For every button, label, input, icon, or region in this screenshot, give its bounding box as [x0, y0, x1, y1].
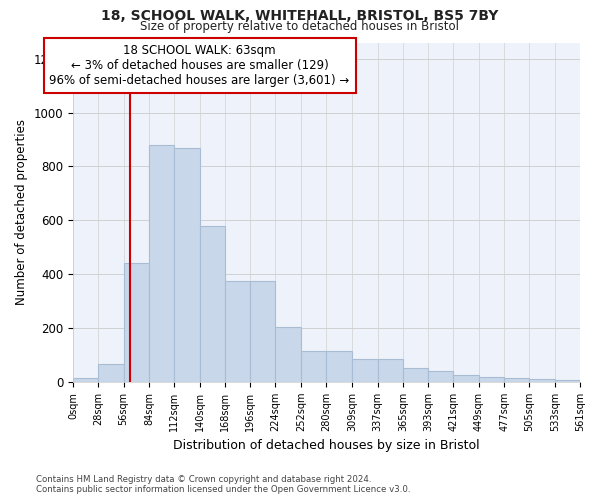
Text: Size of property relative to detached houses in Bristol: Size of property relative to detached ho…	[140, 20, 460, 33]
Bar	[73, 378, 98, 382]
Bar	[403, 368, 428, 382]
Bar	[529, 380, 554, 382]
Bar	[554, 380, 580, 382]
Bar	[454, 375, 479, 382]
Text: Contains HM Land Registry data © Crown copyright and database right 2024.
Contai: Contains HM Land Registry data © Crown c…	[36, 474, 410, 494]
Bar	[200, 226, 225, 382]
Text: 18 SCHOOL WALK: 63sqm
← 3% of detached houses are smaller (129)
96% of semi-deta: 18 SCHOOL WALK: 63sqm ← 3% of detached h…	[49, 44, 350, 87]
X-axis label: Distribution of detached houses by size in Bristol: Distribution of detached houses by size …	[173, 440, 480, 452]
Bar	[98, 364, 124, 382]
Bar	[149, 145, 174, 382]
Bar	[377, 359, 403, 382]
Bar	[301, 351, 326, 382]
Bar	[225, 281, 250, 382]
Bar	[326, 351, 352, 382]
Bar	[352, 359, 377, 382]
Text: 18, SCHOOL WALK, WHITEHALL, BRISTOL, BS5 7BY: 18, SCHOOL WALK, WHITEHALL, BRISTOL, BS5…	[101, 9, 499, 23]
Y-axis label: Number of detached properties: Number of detached properties	[15, 119, 28, 305]
Bar	[479, 376, 504, 382]
Bar	[174, 148, 200, 382]
Bar	[124, 264, 149, 382]
Bar	[428, 371, 454, 382]
Bar	[275, 326, 301, 382]
Bar	[504, 378, 529, 382]
Bar	[250, 281, 275, 382]
